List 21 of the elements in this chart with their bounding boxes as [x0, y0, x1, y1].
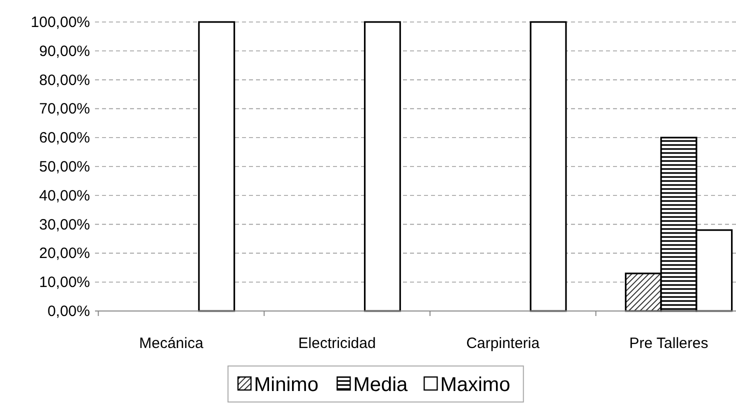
y-tick-label: 20,00% [39, 245, 90, 262]
x-tick-label: Carpinteria [466, 335, 540, 352]
y-tick-label: 30,00% [39, 216, 90, 234]
y-tick-label: 90,00% [39, 42, 90, 60]
y-tick-label: 80,00% [39, 72, 90, 89]
x-tick-label: Pre Talleres [629, 335, 708, 352]
bar [530, 21, 567, 312]
y-tick-label: 50,00% [39, 158, 90, 176]
y-tick-label: 0,00% [47, 303, 90, 320]
y-tick-label: 70,00% [39, 100, 90, 118]
y-tick-label: 40,00% [39, 187, 90, 204]
bar [364, 21, 401, 312]
x-tick-label: Electricidad [298, 335, 376, 352]
y-tick-label: 100,00% [30, 14, 90, 31]
y-tick-label: 60,00% [39, 130, 90, 147]
y-tick-label: 10,00% [39, 274, 90, 292]
legend-label: Minimo [254, 374, 318, 396]
legend-label: Maximo [440, 374, 510, 396]
legend-label: Media [353, 374, 409, 396]
x-tick-label: Mecánica [139, 335, 204, 352]
bar [198, 21, 236, 312]
